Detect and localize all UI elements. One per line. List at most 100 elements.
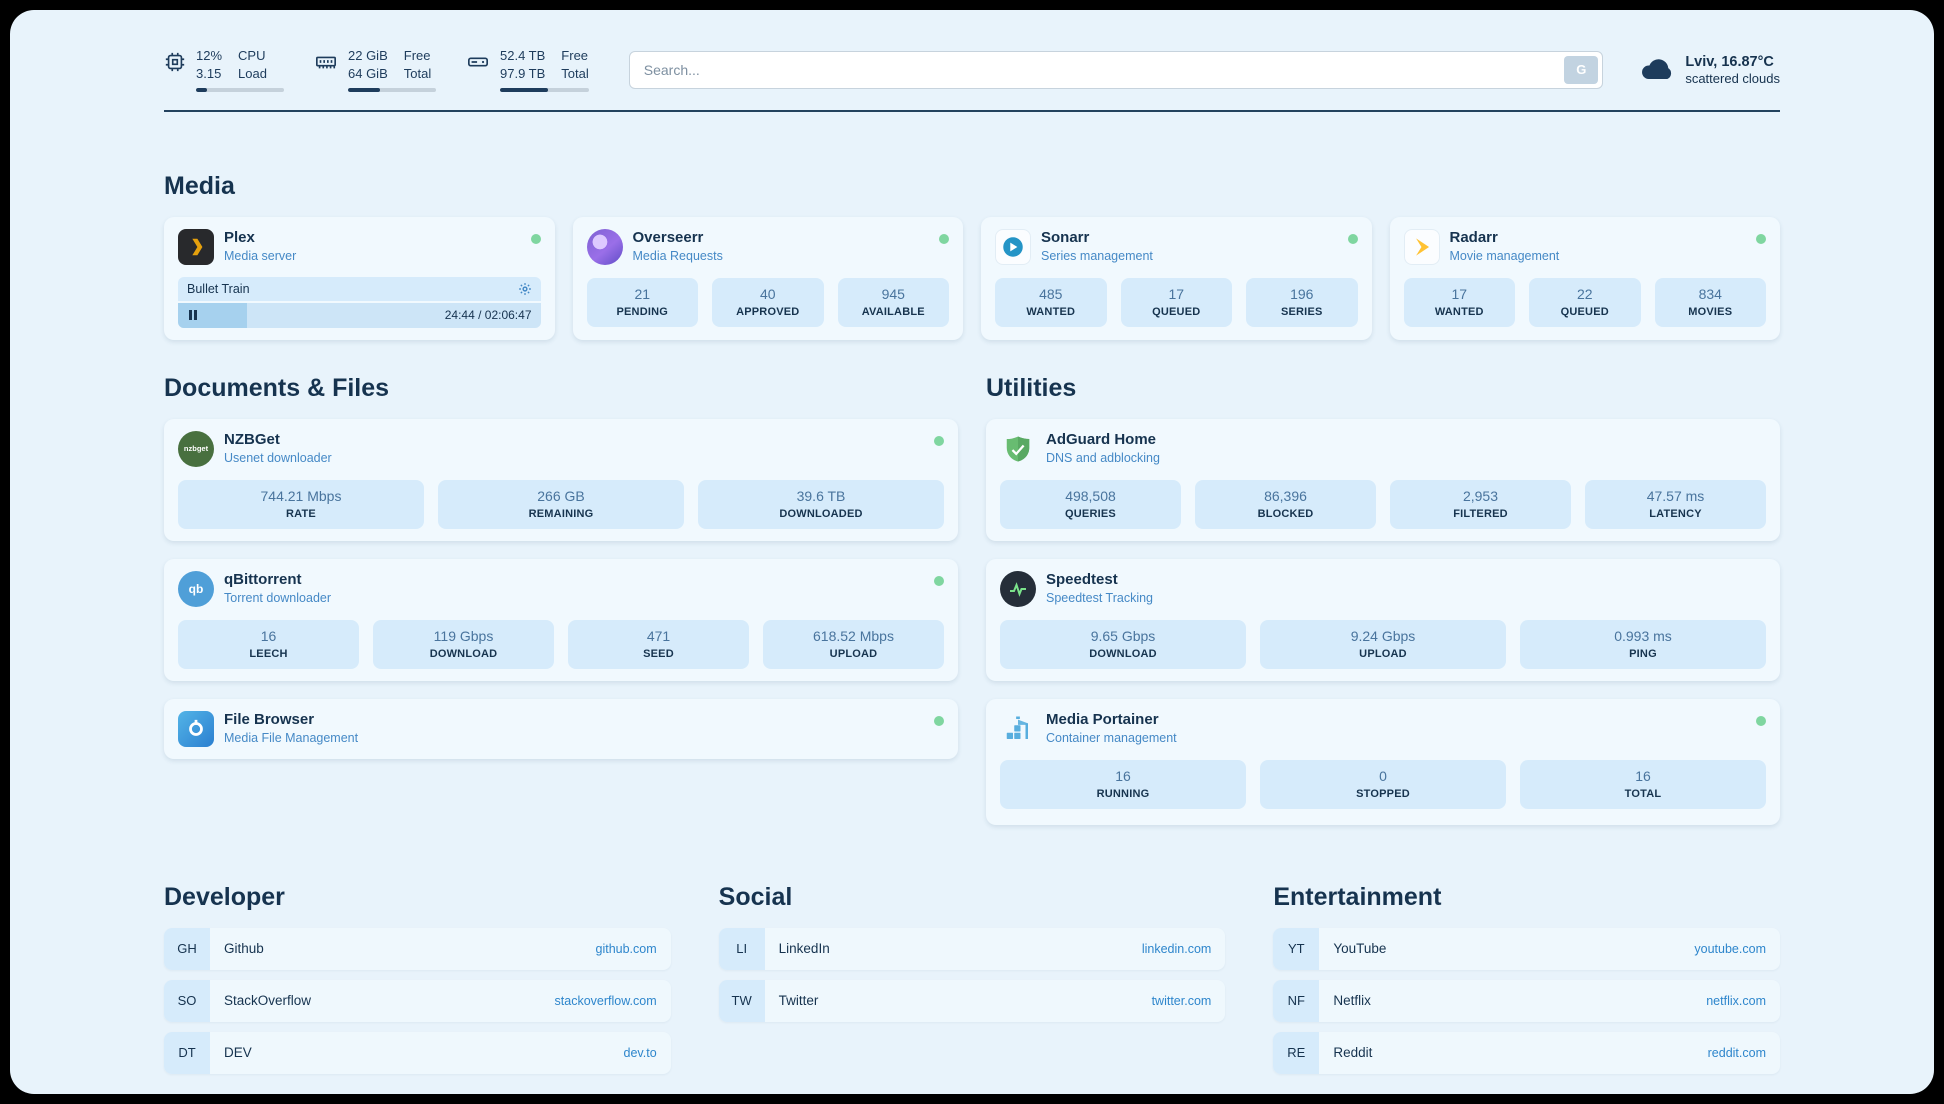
stat-label: SEED (643, 647, 674, 660)
bookmark-link[interactable]: reddit.com (1707, 1045, 1766, 1060)
bookmark-name: YouTube (1333, 941, 1387, 956)
playback-progress-bar[interactable]: 24:44 / 02:06:47 (178, 302, 541, 328)
app-name: File Browser (224, 710, 315, 728)
bookmark-link[interactable]: netflix.com (1706, 993, 1766, 1008)
stat-label: RUNNING (1096, 787, 1150, 800)
search-input[interactable] (628, 50, 1604, 89)
section-utilities: Utilities AdGuard Home DNS and adblockin… (986, 374, 1780, 825)
bookmark-link[interactable]: linkedin.com (1141, 941, 1212, 956)
stat-value: 485 (1039, 285, 1063, 302)
app-desc: Media Requests (632, 248, 723, 263)
stat-value: 40 (759, 285, 776, 302)
bookmark-youtube[interactable]: YT YouTube youtube.com (1273, 927, 1780, 970)
bookmark-link[interactable]: dev.to (623, 1045, 657, 1060)
speedtest-stats: 9.65 Gbps DOWNLOAD 9.24 Gbps UPLOAD 0.993 ms… (1000, 619, 1766, 669)
nzbget-stats: 744.21 Mbps RATE 266 GB REMAINING 39.6 TB DOW… (178, 479, 944, 529)
cloud-icon (1639, 52, 1675, 87)
app-desc: DNS and adblocking (1046, 450, 1160, 465)
weather-location: Lviv, 16.87°C (1685, 53, 1774, 70)
app-name: Media Portainer (1046, 710, 1159, 728)
filebrowser-link[interactable]: File Browser Media File Management (178, 710, 944, 747)
weather-condition: scattered clouds (1685, 70, 1780, 86)
bookmark-twitter[interactable]: TW Twitter twitter.com (718, 979, 1226, 1022)
bookmark-reddit[interactable]: RE Reddit reddit.com (1273, 1031, 1780, 1074)
bookmark-github[interactable]: GH Github github.com (164, 927, 671, 970)
stat-block: 22 QUEUED (1529, 277, 1641, 327)
app-name: Plex (224, 228, 255, 246)
top-bar: 12% 3.15 CPU Load (164, 48, 1780, 92)
qbittorrent-icon: qb (178, 570, 214, 607)
section-title-developer: Developer (164, 882, 285, 911)
app-desc: Torrent downloader (224, 590, 332, 605)
pause-icon[interactable] (187, 308, 199, 322)
qbittorrent-link[interactable]: qb qBittorrent Torrent downloader (178, 570, 944, 607)
bookmark-link[interactable]: twitter.com (1151, 993, 1212, 1008)
app-desc: Movie management (1449, 248, 1560, 263)
overseerr-link[interactable]: Overseerr Media Requests (586, 228, 949, 265)
nzbget-link[interactable]: nzbget NZBGet Usenet downloader (178, 430, 944, 467)
bookmark-stackoverflow[interactable]: SO StackOverflow stackoverflow.com (164, 979, 671, 1022)
bookmark-linkedin[interactable]: LI LinkedIn linkedin.com (718, 927, 1226, 970)
stat-value: 39.6 TB (796, 487, 846, 504)
stat-value: 266 GB (537, 487, 585, 504)
playback-time: 24:44 / 02:06:47 (444, 308, 532, 322)
card-speedtest: Speedtest Speedtest Tracking 9.65 Gbps DO… (986, 558, 1780, 681)
bookmark-link[interactable]: youtube.com (1694, 941, 1766, 956)
stat-block: 16 LEECH (178, 619, 359, 669)
stat-value: 744.21 Mbps (260, 487, 342, 504)
app-name: Radarr (1449, 228, 1498, 246)
stat-label: LEECH (249, 647, 288, 660)
stat-label: AVAILABLE (861, 305, 925, 318)
cpu-label: CPU (238, 48, 266, 63)
header-divider (164, 109, 1780, 112)
stat-label: MOVIES (1688, 305, 1733, 318)
sonarr-link[interactable]: Sonarr Series management (995, 228, 1358, 265)
disk-total-value: 97.9 TB (500, 66, 546, 82)
stat-value: 16 (1635, 767, 1651, 784)
stat-block: 17 QUEUED (1120, 277, 1232, 327)
bookmark-name: DEV (224, 1045, 252, 1060)
section-media: Media Plex Media server (164, 172, 1780, 340)
app-desc: Series management (1041, 248, 1153, 263)
card-sonarr: Sonarr Series management 485 WANTED 17 QUEU… (981, 216, 1372, 340)
stat-label: DOWNLOADED (779, 507, 863, 520)
stat-block: 17 WANTED (1403, 277, 1515, 327)
stat-block: 834 MOVIES (1654, 277, 1766, 327)
stat-label: WANTED (1434, 305, 1484, 318)
bookmark-dev[interactable]: DT DEV dev.to (164, 1031, 671, 1074)
cpu-progress-bar (196, 87, 284, 92)
filebrowser-icon (178, 710, 214, 747)
stat-block: 86,396 BLOCKED (1195, 479, 1376, 529)
adguard-icon (1000, 431, 1036, 467)
portainer-link[interactable]: Media Portainer Container management (1000, 711, 1766, 747)
sonarr-stats: 485 WANTED 17 QUEUED 196 SERIES (995, 277, 1358, 327)
plex-link[interactable]: Plex Media server (178, 228, 541, 265)
bookmark-netflix[interactable]: NF Netflix netflix.com (1273, 979, 1780, 1022)
stat-block: 945 AVAILABLE (837, 277, 949, 327)
search-provider-button[interactable]: G (1564, 55, 1599, 84)
adguard-link[interactable]: AdGuard Home DNS and adblocking (1000, 431, 1766, 467)
bookmark-link[interactable]: stackoverflow.com (554, 993, 657, 1008)
speedtest-link[interactable]: Speedtest Speedtest Tracking (1000, 570, 1766, 607)
gear-icon[interactable] (518, 282, 532, 296)
stat-block: 0 STOPPED (1260, 759, 1506, 809)
app-name: Speedtest (1046, 570, 1118, 588)
sonarr-icon (995, 228, 1031, 265)
bookmark-name: Netflix (1333, 993, 1371, 1008)
app-name: qBittorrent (224, 570, 302, 588)
stat-value: 86,396 (1264, 487, 1307, 504)
cpu-progress-fill (196, 87, 207, 92)
section-title-documents: Documents & Files (164, 373, 390, 402)
radarr-link[interactable]: Radarr Movie management (1403, 228, 1766, 265)
stat-value: 16 (260, 627, 277, 644)
bookmark-link[interactable]: github.com (595, 941, 657, 956)
stat-label: QUERIES (1065, 507, 1116, 520)
stat-label: PENDING (616, 305, 669, 318)
stat-block: 2,953 FILTERED (1390, 479, 1571, 529)
stat-label: QUEUED (1560, 305, 1609, 318)
bookmark-abbr: RE (1273, 1031, 1320, 1074)
app-desc: Media server (224, 248, 297, 263)
section-title-entertainment: Entertainment (1273, 882, 1442, 911)
radarr-stats: 17 WANTED 22 QUEUED 834 MOVIES (1403, 277, 1766, 327)
stat-block: 498,508 QUERIES (1000, 479, 1181, 529)
